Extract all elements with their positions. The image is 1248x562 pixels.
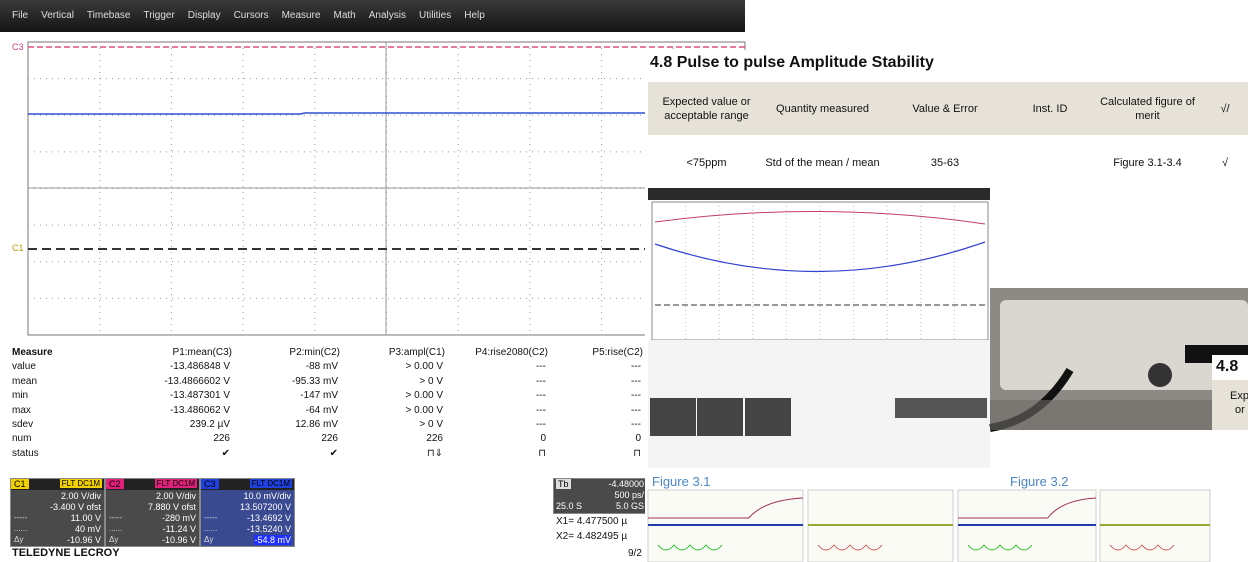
partial-heading: 4.8 xyxy=(1216,358,1238,376)
thumb-menu xyxy=(648,188,990,200)
partial-text: Exp xyxy=(1230,390,1248,402)
thumb-channel xyxy=(650,398,696,436)
page: FileVerticalTimebaseTriggerDisplayCursor… xyxy=(0,0,1248,562)
photo-floor xyxy=(990,400,1248,430)
thumb-channel xyxy=(697,398,743,436)
partial-text: or xyxy=(1235,404,1245,416)
figure-label: Figure 3.2 xyxy=(1010,474,1069,489)
figure-label: Figure 3.1 xyxy=(652,474,711,489)
thumb-tb xyxy=(895,398,987,418)
photo-knob xyxy=(1148,363,1172,387)
thumb-channel xyxy=(745,398,791,436)
